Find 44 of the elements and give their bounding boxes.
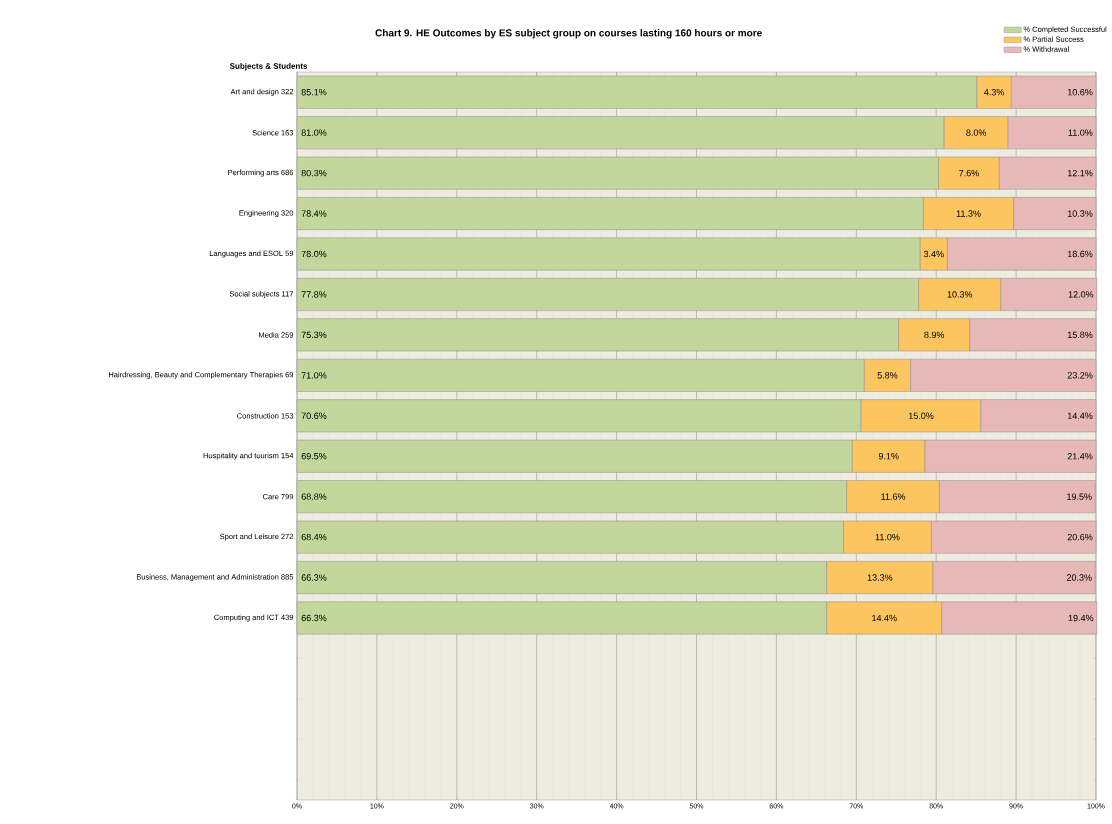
data-label: 75.3% (301, 331, 327, 339)
data-label: 18.6% (1067, 250, 1093, 258)
data-label: 66.3% (301, 574, 327, 581)
data-label: 14.4% (872, 614, 897, 622)
data-label: 12.0% (1068, 291, 1094, 298)
data-label: 4.3% (984, 89, 1005, 96)
chart-title: Chart 9. HE Outcomes by ES subject group on courses lasting 160 hours or more (375, 29, 762, 39)
data-label: 10.6% (1067, 89, 1093, 96)
data-label: 19.4% (1068, 614, 1094, 622)
data-label: 85.1% (301, 89, 327, 96)
data-label: 8.9% (924, 331, 945, 339)
data-label: 11.6% (881, 493, 906, 500)
data-label: 70.6% (301, 412, 327, 419)
data-label: 71.0% (301, 372, 327, 379)
y-axis-title: Subjects & Students (229, 63, 308, 71)
data-label: 20.6% (1067, 533, 1093, 541)
data-label: 19.5% (1067, 493, 1092, 500)
data-label: 15.0% (908, 412, 934, 419)
data-label: 80.3% (301, 169, 327, 177)
data-label: 7.6% (959, 169, 979, 177)
data-label: 81.0% (301, 129, 327, 136)
data-label: 23.2% (1067, 372, 1093, 379)
data-label: 78.0% (301, 250, 327, 258)
data-label: 10.3% (947, 291, 973, 298)
data-label: 69.5% (301, 453, 327, 460)
data-label: 21.4% (1067, 453, 1093, 460)
data-label: 66.3% (301, 614, 327, 622)
data-label: 5.8% (877, 372, 898, 379)
data-label: 77.8% (301, 291, 327, 298)
data-label: 20.3% (1066, 574, 1092, 581)
data-label: 68.4% (301, 533, 327, 541)
data-label: 12.1% (1067, 169, 1093, 177)
data-label: 10.3% (1067, 210, 1093, 217)
data-label: 78.4% (301, 210, 327, 217)
data-label: 13.3% (867, 574, 893, 581)
data-label: 11.0% (1068, 129, 1093, 136)
data-label: 14.4% (1067, 412, 1093, 419)
data-label: 9.1% (878, 453, 899, 460)
data-label: 15.8% (1067, 331, 1093, 339)
data-label: 68.8% (301, 493, 327, 500)
data-label: 8.0% (966, 129, 987, 136)
data-label: 3.4% (923, 250, 944, 258)
data-label: 11.0% (875, 533, 900, 541)
data-label: 11.3% (956, 210, 981, 217)
